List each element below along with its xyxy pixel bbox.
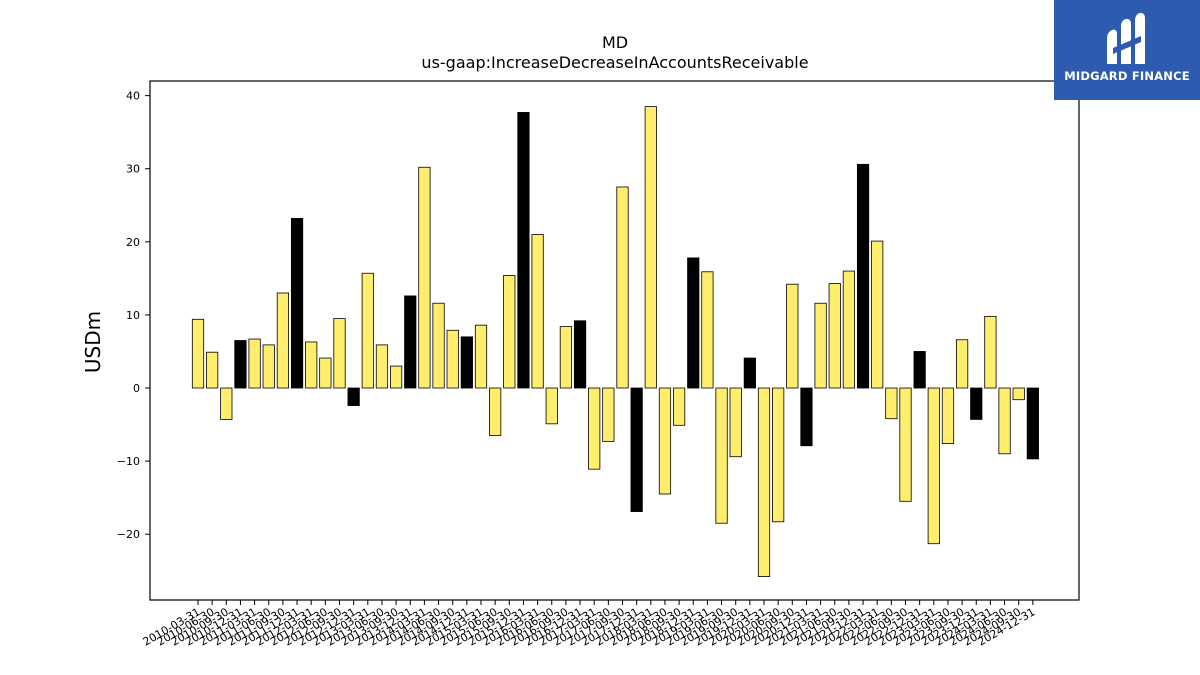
- y-tick-label: 0: [133, 382, 140, 395]
- bar-2010-09-30: [220, 387, 233, 420]
- bar-2015-09-30: [503, 275, 516, 389]
- y-tick-label: 30: [126, 163, 140, 176]
- bar-2017-03-31: [588, 387, 601, 470]
- bar-2020-06-30: [772, 387, 785, 523]
- bar-2017-06-30: [602, 387, 615, 442]
- bar-2011-06-30: [262, 344, 275, 389]
- bar-2022-03-31: [871, 240, 884, 389]
- y-tick-label: 10: [126, 309, 140, 322]
- bar-2012-03-31: [305, 341, 318, 389]
- y-axis-label: USDm: [81, 311, 105, 373]
- bar-2018-12-31: [687, 257, 700, 389]
- bar-2024-09-30: [1012, 387, 1025, 401]
- bar-2019-09-30: [729, 387, 742, 458]
- bar-2016-12-31: [573, 320, 587, 389]
- plot-frame: [149, 80, 1080, 601]
- bar-2021-12-31: [856, 163, 870, 389]
- bar-2010-12-31: [234, 340, 247, 389]
- y-tick-label: 20: [126, 236, 140, 249]
- bar-2017-12-31: [630, 387, 643, 512]
- bar-2022-12-31: [913, 351, 926, 389]
- bar-2022-09-30: [899, 387, 912, 502]
- bar-2013-09-30: [389, 365, 403, 389]
- logo-text: MIDGARD FINANCE: [1064, 69, 1190, 83]
- midgard-logo-icon: [1107, 12, 1145, 64]
- bar-2022-06-30: [885, 387, 898, 420]
- chart-title: MD: [602, 33, 628, 52]
- bar-2023-12-31: [970, 387, 983, 420]
- y-axis-ticks: 40 30 20 10 0 −10 −20: [117, 90, 150, 541]
- bar-2011-09-30: [276, 292, 290, 389]
- bar-2017-09-30: [616, 186, 629, 389]
- bar-2020-03-31: [757, 387, 771, 578]
- bar-2018-03-31: [644, 106, 657, 389]
- bar-2020-12-31: [800, 387, 813, 447]
- bar-2013-03-31: [361, 272, 374, 389]
- bar-2012-09-30: [333, 318, 346, 389]
- bar-2015-03-31: [474, 324, 488, 389]
- bar-2018-09-30: [673, 387, 686, 426]
- brand-logo: MIDGARD FINANCE: [1054, 0, 1200, 100]
- bar-2021-03-31: [814, 302, 827, 389]
- y-tick-label: 40: [126, 90, 140, 103]
- bar-2011-03-31: [248, 338, 261, 389]
- bar-2010-06-30: [206, 351, 219, 389]
- bar-2020-09-30: [786, 283, 799, 389]
- bar-2011-12-31: [290, 218, 304, 389]
- bar-2019-03-31: [701, 271, 714, 389]
- bar-2024-06-30: [998, 387, 1011, 455]
- bar-2018-06-30: [658, 387, 672, 495]
- bar-2014-06-30: [432, 302, 445, 389]
- bar-2016-06-30: [545, 387, 558, 425]
- y-tick-label: −20: [117, 528, 140, 541]
- bar-2024-03-31: [984, 315, 997, 389]
- bar-2012-06-30: [319, 357, 332, 389]
- bar-2021-06-30: [828, 283, 841, 389]
- bar-2013-12-31: [404, 295, 417, 389]
- bars-group: [191, 106, 1039, 578]
- x-axis-ticks: 2010-03-312010-06-302010-09-302010-12-31…: [141, 600, 1037, 649]
- bar-2023-03-31: [927, 387, 940, 545]
- bar-2012-12-31: [347, 387, 360, 406]
- bar-2019-12-31: [743, 357, 756, 389]
- bar-2021-09-30: [842, 270, 856, 389]
- bar-2015-06-30: [489, 387, 502, 436]
- bar-2016-09-30: [559, 326, 573, 389]
- bar-2016-03-31: [531, 234, 544, 389]
- bar-2014-12-31: [460, 336, 473, 389]
- y-tick-label: −10: [117, 455, 140, 468]
- bar-2015-12-31: [517, 112, 530, 389]
- bar-2013-06-30: [375, 344, 389, 389]
- bar-2010-03-31: [191, 318, 205, 389]
- bar-2024-12-31: [1026, 387, 1039, 460]
- bar-2019-06-30: [715, 387, 728, 524]
- bar-2014-03-31: [418, 166, 431, 389]
- bar-2023-06-30: [941, 387, 955, 444]
- bar-2023-09-30: [956, 339, 969, 389]
- bar-2014-09-30: [446, 329, 459, 389]
- chart-subtitle: us-gaap:IncreaseDecreaseInAccountsReceiv…: [421, 53, 808, 72]
